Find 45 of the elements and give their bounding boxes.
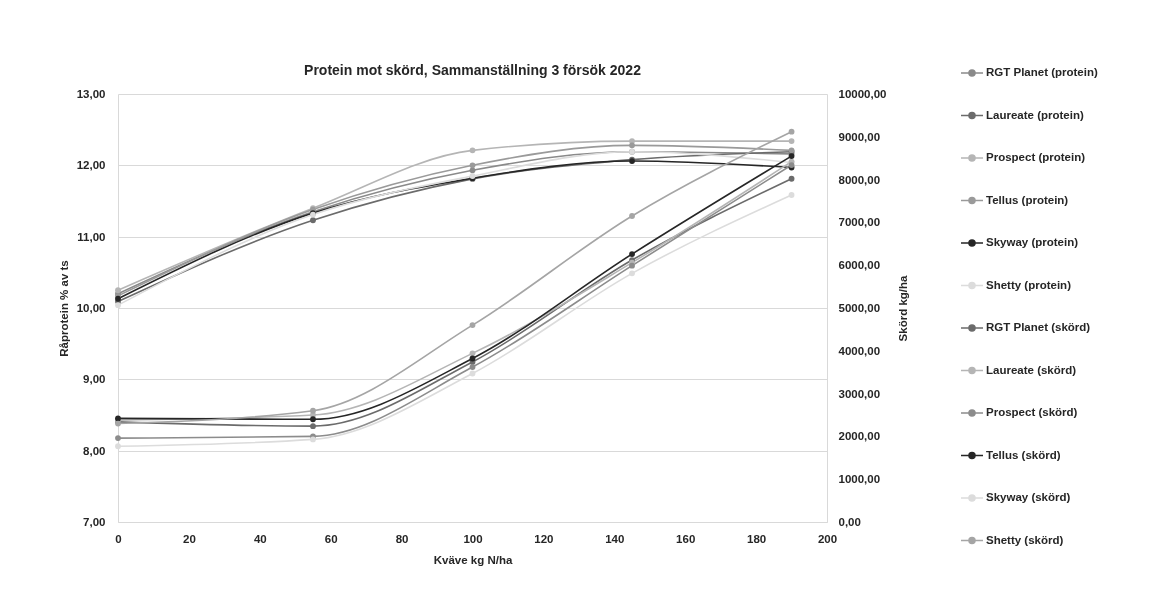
x-tick-label: 100 (463, 532, 483, 545)
x-tick-label: 80 (395, 532, 409, 545)
y2-tick-label: 4000,00 (838, 344, 881, 357)
x-tick-label: 120 (534, 532, 554, 545)
legend-label: Tellus (protein) (986, 193, 1069, 206)
chart-title: Protein mot skörd, Sammanställning 3 försök 2022 (304, 62, 642, 78)
x-tick-label: 160 (676, 532, 696, 545)
legend-label: Laureate (skörd) (986, 363, 1077, 376)
x-axis-title: Kväve kg N/ha (433, 554, 513, 566)
x-tick-label: 140 (605, 532, 625, 545)
y-tick-label: 11,00 (77, 230, 106, 243)
y2-axis-title: Skörd kg/ha (897, 274, 910, 342)
y-tick-label: 13,00 (76, 88, 106, 101)
y-tick-label: 8,00 (83, 444, 106, 457)
x-tick-label: 60 (324, 532, 338, 545)
x-tick-label: 40 (253, 532, 267, 545)
y-tick-label: 7,00 (83, 516, 106, 529)
y-axis-title: Råprotein % av ts (57, 260, 70, 357)
x-tick-label: 0 (115, 532, 122, 545)
y2-tick-label: 6000,00 (838, 259, 881, 272)
legend-label: Shetty (skörd) (986, 533, 1064, 546)
y2-tick-label: 3000,00 (838, 387, 881, 400)
legend-label: Prospect (skörd) (986, 406, 1078, 418)
y-tick-label: 12,00 (76, 159, 106, 172)
y2-tick-label: 0,00 (838, 516, 861, 529)
x-tick-label: 180 (747, 532, 767, 545)
y-tick-label: 9,00 (83, 373, 106, 386)
y2-tick-label: 5000,00 (838, 302, 881, 315)
x-tick-label: 200 (817, 532, 838, 545)
y2-tick-label: 10000,00 (838, 88, 887, 101)
legend-label: RGT Planet (skörd) (986, 321, 1091, 333)
legend-label: Skyway (protein) (986, 236, 1079, 248)
y2-tick-label: 9000,00 (838, 130, 881, 143)
legend-label: RGT Planet (protein) (986, 66, 1098, 78)
x-tick-label: 20 (183, 532, 196, 545)
y-tick-label: 10,00 (76, 302, 106, 315)
y2-tick-label: 8000,00 (838, 173, 881, 186)
legend-label: Shetty (protein) (986, 278, 1072, 291)
y2-tick-label: 7000,00 (838, 216, 881, 229)
legend-label: Laureate (protein) (986, 108, 1084, 121)
y2-tick-label: 2000,00 (838, 430, 881, 443)
legend-label: Prospect (protein) (986, 151, 1086, 163)
legend-label: Tellus (skörd) (986, 448, 1061, 461)
legend-label: Skyway (skörd) (986, 491, 1071, 503)
y2-tick-label: 1000,00 (838, 473, 881, 486)
